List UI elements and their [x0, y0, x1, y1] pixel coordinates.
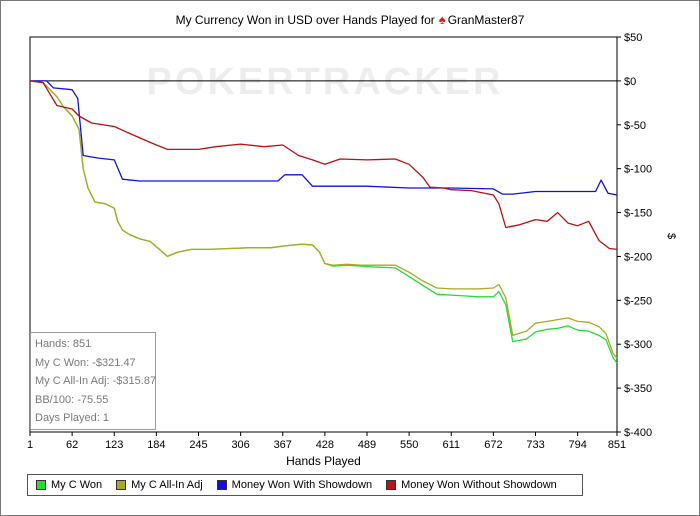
x-tick-label-11: 672: [484, 439, 502, 451]
y-tick-label-6: $-250: [624, 295, 652, 307]
series-group: [29, 80, 618, 364]
y-tick-label-2: $-50: [624, 120, 646, 132]
legend-item-2: Money Won With Showdown: [216, 479, 373, 491]
y-tick-label-1: $0: [624, 76, 636, 88]
legend-item-0: My C Won: [36, 479, 102, 491]
y-axis: $50 $0 $-50 $-100 $-150 $-200 $-250 $-300 $-350 $…: [617, 32, 652, 439]
x-tick-label-3: 184: [147, 439, 165, 451]
x-tick-label-0: 1: [27, 439, 33, 451]
legend-item-1: My C All-In Adj: [116, 479, 203, 491]
x-tick-label-7: 428: [316, 439, 334, 451]
stats-box: Hands: 851 My C Won: -$321.47 My C All-I…: [30, 332, 156, 430]
player-name: GranMaster87: [447, 13, 525, 27]
legend: My C Won My C All-In Adj Money Won With Sh…: [27, 474, 583, 496]
y-tick-label-8: $-350: [624, 383, 652, 395]
series-line-3: [29, 80, 618, 251]
watermark: POKERTRACKER: [147, 61, 504, 103]
legend-item-3: Money Won Without Showdown: [386, 479, 557, 491]
y-axis-label: $: [665, 233, 677, 239]
x-tick-label-9: 550: [400, 439, 418, 451]
x-tick-label-10: 611: [442, 439, 460, 451]
x-tick-label-14: 851: [608, 439, 626, 451]
x-tick-label-4: 245: [189, 439, 207, 451]
y-tick-label-9: $-400: [624, 427, 652, 439]
legend-swatch-icon: [36, 480, 46, 490]
plot-area: [29, 36, 618, 433]
title-text: My Currency Won in USD over Hands Played…: [175, 13, 435, 27]
spade-icon: ♠: [438, 12, 446, 27]
y-tick-label-7: $-300: [624, 339, 652, 351]
x-tick-label-2: 123: [105, 439, 123, 451]
legend-label: Money Won With Showdown: [231, 479, 373, 491]
x-tick-label-1: 62: [66, 439, 78, 451]
legend-label: Money Won Without Showdown: [401, 479, 557, 491]
x-tick-label-6: 367: [274, 439, 292, 451]
x-tick-label-13: 794: [568, 439, 586, 451]
x-tick-label-8: 489: [358, 439, 376, 451]
watermark-text: POKERTRACKER: [147, 61, 504, 103]
x-tick-label-12: 733: [526, 439, 544, 451]
chart-title: My Currency Won in USD over Hands Played…: [0, 12, 700, 27]
series-line-2: [30, 80, 618, 196]
x-axis: 1 62 123 184 245 306 367 428 489 550 611 672 733 794 8…: [27, 432, 626, 451]
y-tick-label-3: $-100: [624, 164, 652, 176]
x-tick-label-5: 306: [231, 439, 249, 451]
stat-c-won: My C Won: -$321.47: [35, 356, 136, 369]
legend-swatch-icon: [116, 480, 127, 490]
stat-hands: Hands: 851: [35, 338, 92, 350]
legend-swatch-icon: [386, 480, 397, 490]
stat-days: Days Played: 1: [35, 412, 109, 424]
y-tick-label-5: $-200: [624, 251, 652, 263]
legend-label: My C Won: [51, 479, 103, 491]
legend-swatch-icon: [216, 480, 227, 490]
series-line-1: [29, 80, 618, 359]
stat-allin-adj: My C All-In Adj: -$315.87: [35, 375, 157, 387]
x-axis-label: Hands Played: [286, 454, 361, 468]
y-tick-label-0: $50: [624, 32, 642, 44]
y-tick-label-4: $-150: [624, 208, 652, 220]
legend-label: My C All-In Adj: [131, 479, 203, 491]
stat-bb100: BB/100: -75.55: [35, 393, 109, 406]
